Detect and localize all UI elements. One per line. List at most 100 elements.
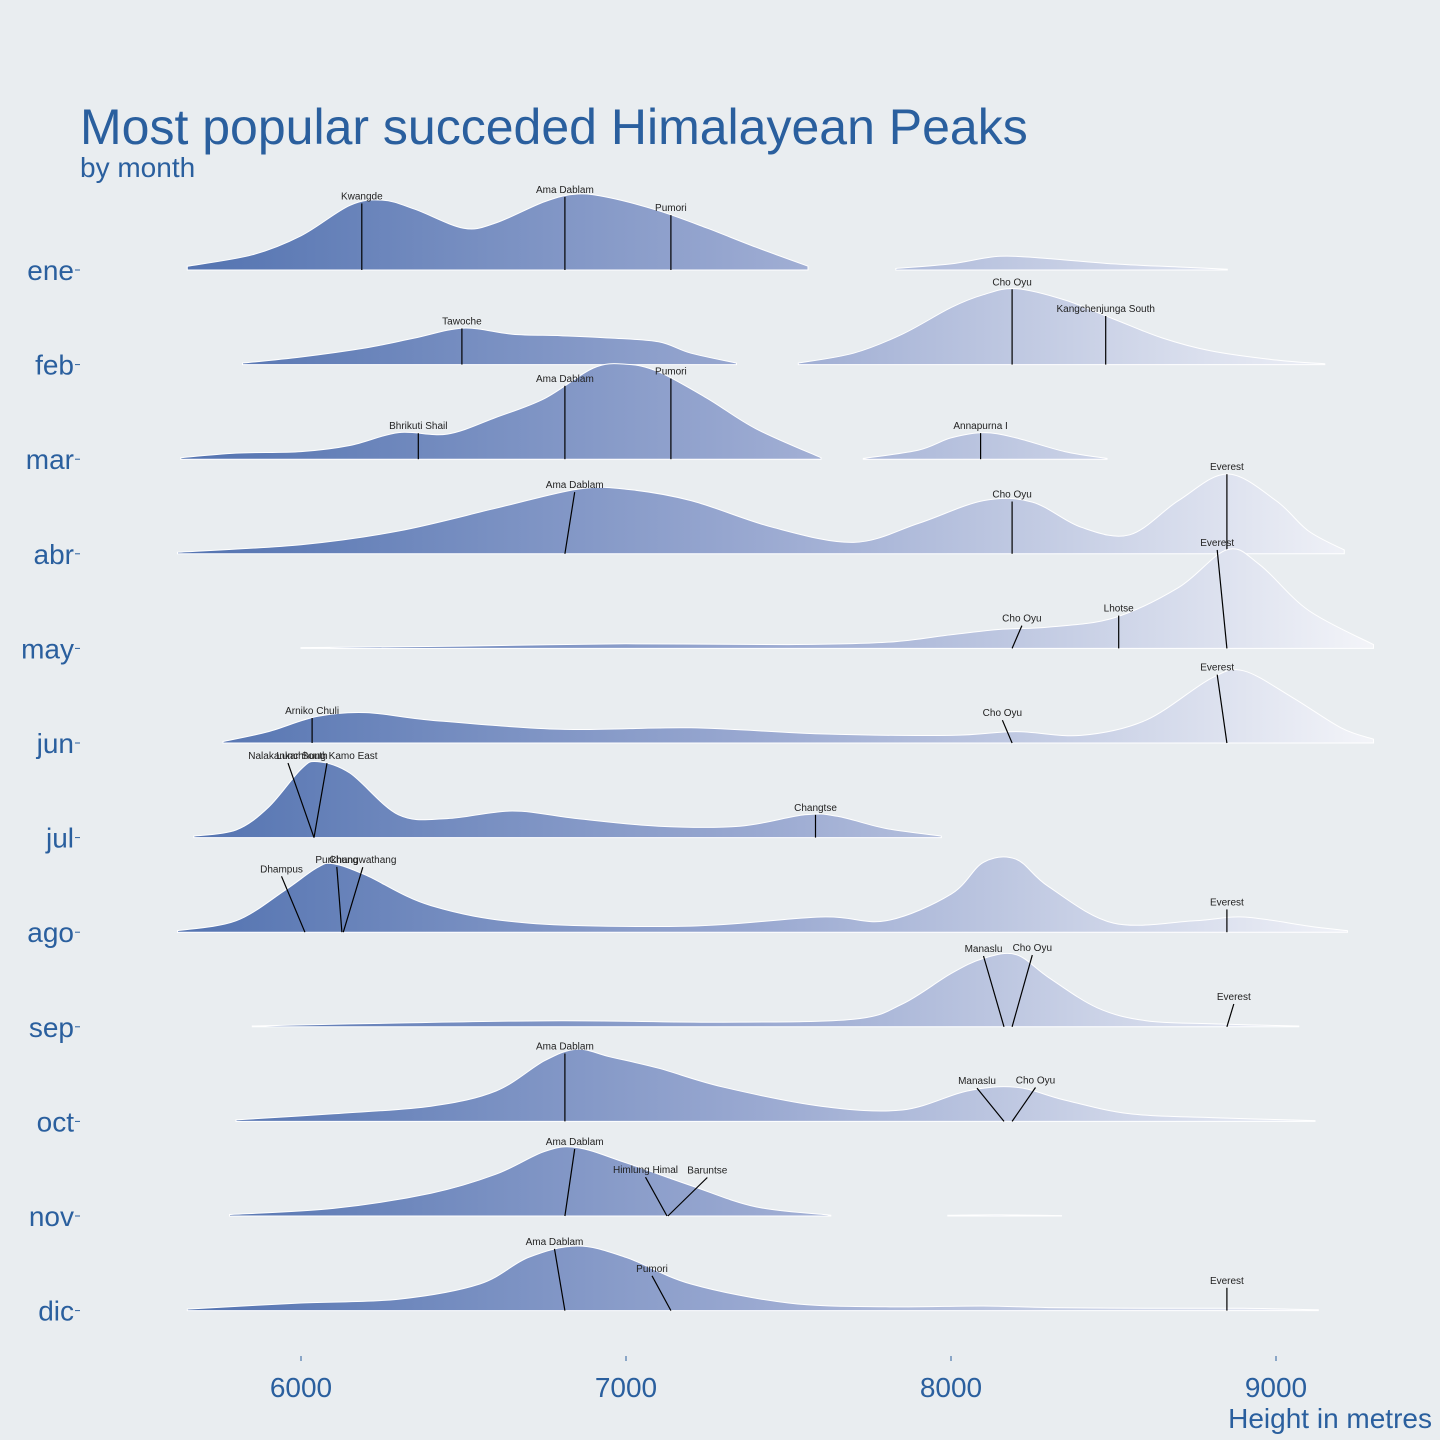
peak-leader-ago-2 — [336, 866, 343, 933]
month-label-feb: feb — [35, 350, 74, 381]
peak-label-oct-2: Manaslu — [958, 1076, 996, 1087]
ridge-jun: Arniko Chuli Cho Oyu Everest — [222, 663, 1374, 744]
density-ago-1 — [177, 856, 1348, 933]
density-abr-1 — [177, 473, 1345, 555]
peak-label-nov-1: Ama Dablam — [546, 1137, 604, 1148]
peak-label-abr-2: Cho Oyu — [992, 490, 1031, 501]
peak-label-mar-1: Bhrikuti Shail — [389, 421, 447, 432]
peak-label-jul-2: Nalakankar South — [248, 751, 328, 762]
density-dic-1 — [186, 1245, 1319, 1312]
peak-leader-nov-3 — [667, 1177, 708, 1217]
peak-label-abr-1: Ama Dablam — [546, 480, 604, 491]
ridge-ene: Kwangde Ama Dablam Pumori — [186, 185, 1228, 271]
peak-label-ene-3: Pumori — [655, 203, 687, 214]
density-nov-2 — [947, 1214, 1062, 1217]
month-label-abr: abr — [34, 539, 74, 570]
month-label-sep: sep — [29, 1012, 74, 1043]
peak-leader-jun-2 — [1001, 719, 1013, 744]
peak-leader-nov-2 — [644, 1176, 668, 1217]
peak-label-mar-2: Ama Dablam — [536, 374, 594, 385]
peak-label-jul-3: Changtse — [794, 803, 837, 814]
density-feb-1 — [242, 327, 737, 366]
peak-leader-may-3 — [1216, 549, 1228, 649]
x-tick-label-9000: 9000 — [1245, 1372, 1307, 1403]
ridge-may: Cho Oyu Lhotse Everest — [300, 538, 1374, 649]
x-axis-title: Height in metres — [1228, 1403, 1432, 1434]
density-jun-1 — [222, 668, 1374, 744]
density-oct-1 — [235, 1048, 1316, 1122]
x-axis: 6000 7000 8000 9000 — [270, 1356, 1307, 1403]
month-label-nov: nov — [29, 1201, 74, 1232]
ridge-sep: Manaslu Cho Oyu Everest — [251, 943, 1300, 1028]
peak-label-ene-1: Kwangde — [341, 191, 383, 202]
month-label-ene: ene — [27, 255, 74, 286]
density-sep-1 — [251, 952, 1300, 1028]
peak-label-feb-3: Kangchenjunga South — [1056, 304, 1154, 315]
peak-leader-ago-1 — [280, 876, 306, 933]
density-jul-1 — [193, 760, 942, 839]
peak-label-mar-3: Pumori — [655, 367, 687, 378]
peak-label-jun-2: Cho Oyu — [983, 708, 1022, 719]
peak-leader-nov-1 — [564, 1148, 576, 1217]
peak-label-dic-3: Everest — [1210, 1276, 1244, 1287]
peak-label-feb-1: Tawoche — [442, 316, 482, 327]
peak-label-mar-4: Annapurna I — [953, 421, 1008, 432]
ridge-abr: Ama Dablam Cho Oyu Everest — [177, 462, 1345, 555]
peak-label-jun-1: Arniko Chuli — [285, 706, 339, 717]
peak-leader-abr-1 — [564, 492, 576, 554]
ridge-mar: Bhrikuti Shail Ama Dablam Pumori Annapurna … — [180, 363, 1108, 460]
x-tick-label-6000: 6000 — [270, 1372, 332, 1403]
peak-label-sep-1: Manaslu — [965, 944, 1003, 955]
peak-label-sep-3: Everest — [1217, 992, 1251, 1003]
peak-label-may-3: Everest — [1200, 538, 1234, 549]
x-tick-label-8000: 8000 — [920, 1372, 982, 1403]
month-label-jul: jul — [45, 823, 74, 854]
peak-label-nov-3: Baruntse — [687, 1166, 727, 1177]
peak-leader-ago-3 — [342, 867, 364, 933]
peak-leader-dic-2 — [651, 1275, 672, 1311]
peak-label-ago-2: Purkhung — [315, 855, 358, 866]
peak-leader-oct-2 — [976, 1087, 1005, 1122]
peak-label-jul-1: Lunchhung Kamo East — [276, 751, 377, 762]
peak-leader-may-1 — [1011, 625, 1023, 649]
density-may-1 — [300, 548, 1374, 649]
peak-leader-jul-1 — [313, 762, 328, 838]
peak-label-jun-3: Everest — [1200, 663, 1234, 674]
peak-label-dic-2: Pumori — [636, 1264, 668, 1275]
density-mar-1 — [180, 363, 822, 460]
peak-label-abr-3: Everest — [1210, 462, 1244, 473]
month-label-jun: jun — [36, 728, 74, 759]
ridge-oct: Ama Dablam Manaslu Cho Oyu — [235, 1042, 1316, 1122]
peak-label-may-2: Lhotse — [1104, 604, 1134, 615]
density-ene-2 — [895, 255, 1228, 271]
peak-leader-sep-2 — [1011, 954, 1033, 1027]
peak-label-feb-2: Cho Oyu — [992, 277, 1031, 288]
peak-label-ago-3: Changwathang — [329, 855, 396, 866]
month-label-may: may — [21, 633, 74, 664]
peak-leader-jun-3 — [1216, 674, 1228, 744]
peak-label-may-1: Cho Oyu — [1002, 614, 1041, 625]
chart-subtitle: by month — [80, 152, 195, 183]
chart-title: Most popular succeded Himalayean Peaks — [80, 99, 1028, 155]
density-mar-2 — [862, 432, 1108, 460]
month-labels: ene feb mar abr may jun jul ago sep oct nov dic — [21, 255, 80, 1327]
density-feb-2 — [797, 287, 1326, 366]
peak-leader-jul-2 — [287, 762, 315, 838]
peak-label-sep-2: Cho Oyu — [1013, 943, 1052, 954]
ridge-feb: Tawoche Cho Oyu Kangchenjunga South — [242, 277, 1326, 366]
peak-label-ago-4: Everest — [1210, 897, 1244, 908]
peak-label-oct-3: Cho Oyu — [1016, 1076, 1055, 1087]
month-label-dic: dic — [38, 1296, 74, 1327]
ridge-nov: Ama Dablam Himlung Himal Baruntse — [229, 1137, 1062, 1217]
month-label-ago: ago — [27, 917, 74, 948]
peak-leader-oct-3 — [1011, 1087, 1036, 1122]
ridge-dic: Ama Dablam Pumori Everest — [186, 1237, 1319, 1312]
peak-label-dic-1: Ama Dablam — [526, 1237, 584, 1248]
peak-label-oct-1: Ama Dablam — [536, 1042, 594, 1053]
month-label-mar: mar — [26, 444, 74, 475]
peak-leader-sep-3 — [1226, 1003, 1235, 1027]
peak-label-nov-2: Himlung Himal — [613, 1165, 678, 1176]
ridges: Kwangde Ama Dablam Pumori Tawoche Cho Oyu Kan… — [177, 185, 1374, 1312]
